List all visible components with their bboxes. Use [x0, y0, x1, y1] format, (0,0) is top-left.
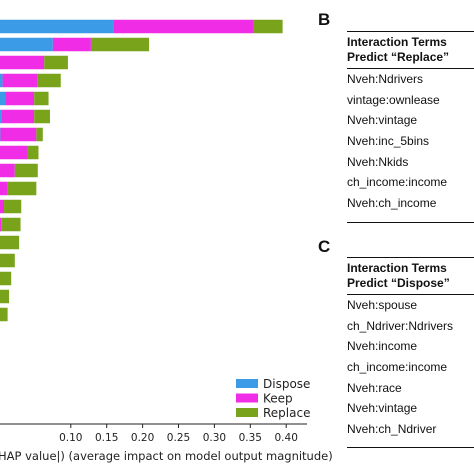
panel-b-row: Nveh:Nkids — [347, 154, 409, 169]
bar-keep-6 — [0, 127, 37, 142]
legend-swatch-replace — [236, 408, 258, 417]
panel-c-row: Nveh:ch_Ndriver — [347, 422, 437, 437]
bar-replace-0 — [253, 19, 283, 34]
panel-c-top-rule — [347, 257, 474, 258]
panel-b-letter: B — [318, 10, 331, 29]
bar-dispose-1 — [0, 37, 53, 52]
bar-keep-1 — [52, 37, 91, 52]
bar-replace-1 — [90, 37, 150, 52]
panel-c-header-line2: Predict “Dispose” — [347, 276, 450, 290]
panel-c-table: Interaction Terms Predict “Dispose” Nveh… — [347, 261, 474, 440]
bar-keep-11 — [0, 217, 2, 232]
panel-c-row: Nveh:race — [347, 380, 402, 395]
bars-layer — [0, 19, 283, 322]
panel-c-header-rule — [347, 294, 474, 295]
bar-replace-12 — [0, 235, 20, 250]
bar-keep-5 — [1, 109, 35, 124]
panel-b-row: Nveh:ch_income — [347, 196, 437, 211]
bar-replace-7 — [27, 145, 39, 160]
panel-b-row: Nveh:inc_5bins — [347, 134, 430, 149]
bar-keep-2 — [0, 55, 45, 70]
panel-c-letter: C — [318, 237, 331, 256]
panel-c-row: Nveh:income — [347, 339, 418, 354]
panel-b-table: Interaction Terms Predict “Replace” Nveh… — [347, 35, 474, 214]
legend-label-dispose: Dispose — [263, 377, 310, 391]
x-tick-label: 0.15 — [95, 432, 118, 444]
bar-keep-8 — [0, 163, 15, 178]
bar-replace-3 — [37, 73, 61, 88]
bar-dispose-4 — [0, 91, 6, 106]
bar-keep-9 — [0, 181, 8, 196]
x-tick-label: 0.10 — [59, 432, 82, 444]
panel-b-rows: Nveh:Ndrivers vintage:ownlease Nveh:vintag… — [347, 69, 474, 214]
bar-dispose-5 — [0, 109, 2, 124]
bar-dispose-3 — [0, 73, 3, 88]
x-tick-label: 0.25 — [167, 432, 190, 444]
bar-replace-4 — [34, 91, 49, 106]
panel-b-row: Nveh:vintage — [347, 113, 418, 128]
bar-keep-7 — [0, 145, 28, 160]
x-axis-label: HAP value|) (average impact on model out… — [0, 449, 333, 463]
legend-swatch-keep — [236, 393, 258, 403]
panel-b-row: Nveh:Ndrivers — [347, 72, 424, 86]
panel-c-bottom-rule — [347, 447, 474, 448]
legend-label-replace: Replace — [263, 406, 310, 420]
bar-replace-6 — [36, 127, 43, 142]
x-tick-label: 0.20 — [131, 432, 154, 444]
x-tick-label: 0.35 — [239, 432, 262, 444]
bar-replace-11 — [1, 217, 21, 232]
bar-replace-10 — [4, 199, 22, 214]
bar-replace-14 — [0, 271, 12, 286]
panel-c-row: Nveh:vintage — [347, 401, 418, 416]
bar-dispose-0 — [0, 19, 114, 34]
bar-keep-3 — [2, 73, 38, 88]
legend-swatch-dispose — [236, 379, 258, 388]
panel-b-top-rule — [347, 31, 474, 32]
panel-b-header-line2: Predict “Replace” — [347, 50, 450, 64]
x-axis-ticks: 0.10 0.15 0.20 0.25 0.30 0.35 0.40 — [59, 424, 298, 444]
bar-replace-2 — [44, 55, 68, 70]
bar-keep-10 — [0, 199, 5, 214]
legend-label-keep: Keep — [263, 392, 293, 406]
bar-keep-0 — [113, 19, 254, 34]
panel-c-header-line1: Interaction Terms — [347, 261, 447, 275]
bar-replace-13 — [0, 253, 15, 268]
panel-b-row: vintage:ownlease — [347, 92, 440, 107]
panel-c-row: ch_income:income — [347, 360, 448, 375]
panel-c-row: ch_Ndriver:Ndrivers — [347, 318, 454, 333]
bar-replace-9 — [7, 181, 37, 196]
x-tick-label: 0.40 — [275, 432, 298, 444]
bar-keep-4 — [5, 91, 35, 106]
bar-replace-16 — [0, 307, 8, 322]
panel-b-header-rule — [347, 68, 474, 69]
panel-b-header-line1: Interaction Terms — [347, 35, 447, 49]
x-tick-label: 0.30 — [203, 432, 226, 444]
panel-c-row: Nveh:spouse — [347, 298, 418, 312]
bar-replace-15 — [0, 289, 10, 304]
bar-replace-8 — [14, 163, 38, 178]
panel-c-rows: Nveh:spouse ch_Ndriver:Ndrivers Nveh:incom… — [347, 295, 474, 440]
panel-b-bottom-rule — [347, 222, 474, 223]
bar-replace-5 — [34, 109, 50, 124]
panel-b-row: ch_income:income — [347, 175, 448, 190]
